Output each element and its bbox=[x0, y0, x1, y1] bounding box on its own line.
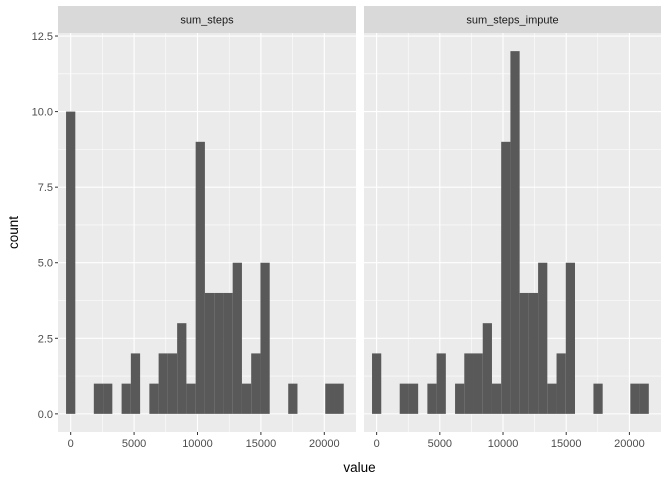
histogram-bar bbox=[103, 383, 113, 414]
x-tick-label: 10000 bbox=[488, 438, 519, 450]
histogram-bar bbox=[372, 353, 382, 414]
histogram-bar bbox=[223, 292, 233, 414]
facet-strip bbox=[364, 6, 661, 33]
facet-strip-label: sum_steps_impute bbox=[466, 15, 558, 27]
histogram-bar bbox=[241, 383, 252, 414]
histogram-bar bbox=[149, 383, 159, 414]
x-tick-label: 15000 bbox=[246, 438, 277, 450]
y-tick-label: 2.5 bbox=[38, 333, 53, 345]
histogram-bar bbox=[501, 141, 511, 414]
y-tick-label: 0.0 bbox=[38, 409, 53, 421]
facet-panel-sum_steps: sum_steps 0 5000 10000 15000 20000 bbox=[58, 6, 356, 450]
facet-strip-label: sum_steps bbox=[180, 15, 234, 27]
facet-strip bbox=[58, 6, 356, 33]
histogram-bar bbox=[204, 292, 215, 414]
x-axis-title: value bbox=[343, 460, 375, 475]
x-tick-label: 15000 bbox=[551, 438, 582, 450]
histogram-bar bbox=[334, 383, 344, 414]
histogram-bar bbox=[399, 383, 409, 414]
histogram-bar bbox=[630, 383, 640, 414]
histogram-bar bbox=[556, 353, 566, 414]
histogram-bar bbox=[260, 262, 270, 414]
histogram-bar bbox=[491, 383, 502, 414]
histogram-bar bbox=[93, 383, 104, 414]
y-tick-label: 7.5 bbox=[38, 182, 53, 194]
histogram-bar bbox=[167, 353, 178, 414]
y-tick-label: 10.0 bbox=[32, 107, 53, 119]
y-tick-label: 5.0 bbox=[38, 258, 53, 270]
x-tick-label: 0 bbox=[68, 438, 74, 450]
histogram-bar bbox=[177, 323, 187, 414]
histogram-bar bbox=[130, 353, 141, 414]
histogram-bar bbox=[121, 383, 131, 414]
histogram-bar bbox=[639, 383, 649, 414]
histogram-bar bbox=[538, 262, 548, 414]
y-tick-label: 12.5 bbox=[32, 31, 53, 43]
histogram-bar bbox=[565, 262, 575, 414]
histogram-bar bbox=[519, 292, 529, 414]
histogram-bar bbox=[482, 323, 492, 414]
histogram-bar bbox=[408, 383, 419, 414]
histogram-bar bbox=[473, 353, 483, 414]
y-axis-title: count bbox=[6, 216, 21, 249]
histogram-bar bbox=[547, 383, 557, 414]
histogram-bar bbox=[195, 141, 205, 414]
x-tick-label: 10000 bbox=[182, 438, 213, 450]
histogram-bar bbox=[455, 383, 465, 414]
histogram-bar bbox=[528, 292, 539, 414]
histogram-bar bbox=[214, 292, 224, 414]
x-tick-label: 5000 bbox=[428, 438, 452, 450]
x-tick-label: 20000 bbox=[614, 438, 645, 450]
histogram-bar bbox=[436, 353, 446, 414]
x-tick-label: 20000 bbox=[309, 438, 340, 450]
histogram-bar bbox=[325, 383, 335, 414]
histogram-bar bbox=[427, 383, 437, 414]
histogram-bar bbox=[510, 51, 520, 414]
x-tick-label: 5000 bbox=[122, 438, 146, 450]
histogram-bar bbox=[232, 262, 242, 414]
histogram-bar bbox=[251, 353, 261, 414]
facet-panel-sum_steps_impute: sum_steps_impute 0 5000 10000 15000 20000 bbox=[364, 6, 661, 450]
histogram-bar bbox=[593, 383, 603, 414]
histogram-bar bbox=[288, 383, 298, 414]
histogram-bar bbox=[158, 353, 168, 414]
histogram-bar bbox=[464, 353, 474, 414]
histogram-bar bbox=[186, 383, 196, 414]
histogram-bar bbox=[66, 111, 76, 414]
x-tick-label: 0 bbox=[374, 438, 380, 450]
